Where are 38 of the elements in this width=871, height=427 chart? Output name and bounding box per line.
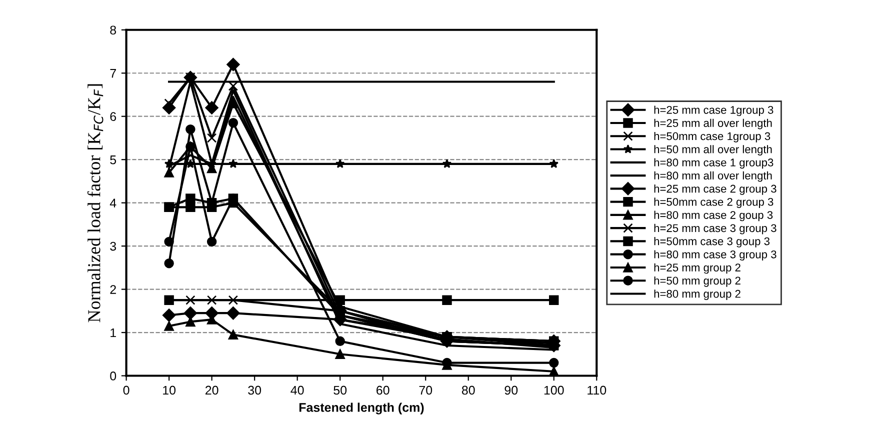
x-tick-label: 100 <box>544 386 564 395</box>
x-tick-label: 20 <box>205 386 218 395</box>
y-tick-label: 8 <box>110 26 116 35</box>
legend-label: h=50mm case 2 group 3 <box>654 198 774 208</box>
y-tick-label: 0 <box>110 372 116 380</box>
x-tick-label: 40 <box>290 386 304 395</box>
y-tick-label: 7 <box>110 69 116 78</box>
x-tick-label: 70 <box>419 386 432 395</box>
x-tick-label: 60 <box>376 386 390 395</box>
legend-label: h=80 mm case 1 group3 <box>654 158 774 169</box>
legend-label: h=80 mm all over length <box>654 171 772 182</box>
y-tick-label: 1 <box>110 328 116 338</box>
y-axis-title: Normalized load factor [K$_{FC}$/K$_{F}$] <box>87 84 104 322</box>
legend-label: h=80 mm case 3 group 3 <box>654 250 776 261</box>
y-tick-label: 2 <box>110 285 116 294</box>
legend-label: h=50 mm group 2 <box>654 276 740 287</box>
legend-label: h=80 mm case 2 goup 3 <box>654 210 773 222</box>
legend-label: h=25 mm case 1group 3 <box>654 106 774 116</box>
x-axis-title: Fastened length (cm) <box>299 402 424 414</box>
legend-label: h=25 mm all over length <box>654 118 772 130</box>
x-tick-label: 110 <box>588 386 606 395</box>
y-tick-label: 6 <box>110 112 116 122</box>
legend-label: h=25 mm case 2 group 3 <box>654 184 776 195</box>
legend-label: h=25 mm group 2 <box>654 263 740 274</box>
legend-label: h=50 mm all over length <box>654 145 772 156</box>
x-tick-label: 10 <box>163 386 176 395</box>
x-tick-label: 0 <box>123 386 130 395</box>
x-tick-label: 90 <box>504 386 518 395</box>
legend-label: h=50mm case 3 goup 3 <box>654 237 770 248</box>
legend-label: h=50mm case 1group 3 <box>654 132 770 142</box>
x-tick-label: 80 <box>462 386 475 395</box>
x-tick-label: 30 <box>248 386 262 395</box>
y-tick-label: 3 <box>110 242 116 251</box>
legend-label: h=25 mm case 3 group 3 <box>654 224 776 234</box>
legend-label: h=80 mm group 2 <box>654 290 740 300</box>
x-tick-label: 50 <box>334 386 347 395</box>
y-tick-label: 4 <box>110 198 116 208</box>
y-tick-label: 5 <box>110 156 116 164</box>
